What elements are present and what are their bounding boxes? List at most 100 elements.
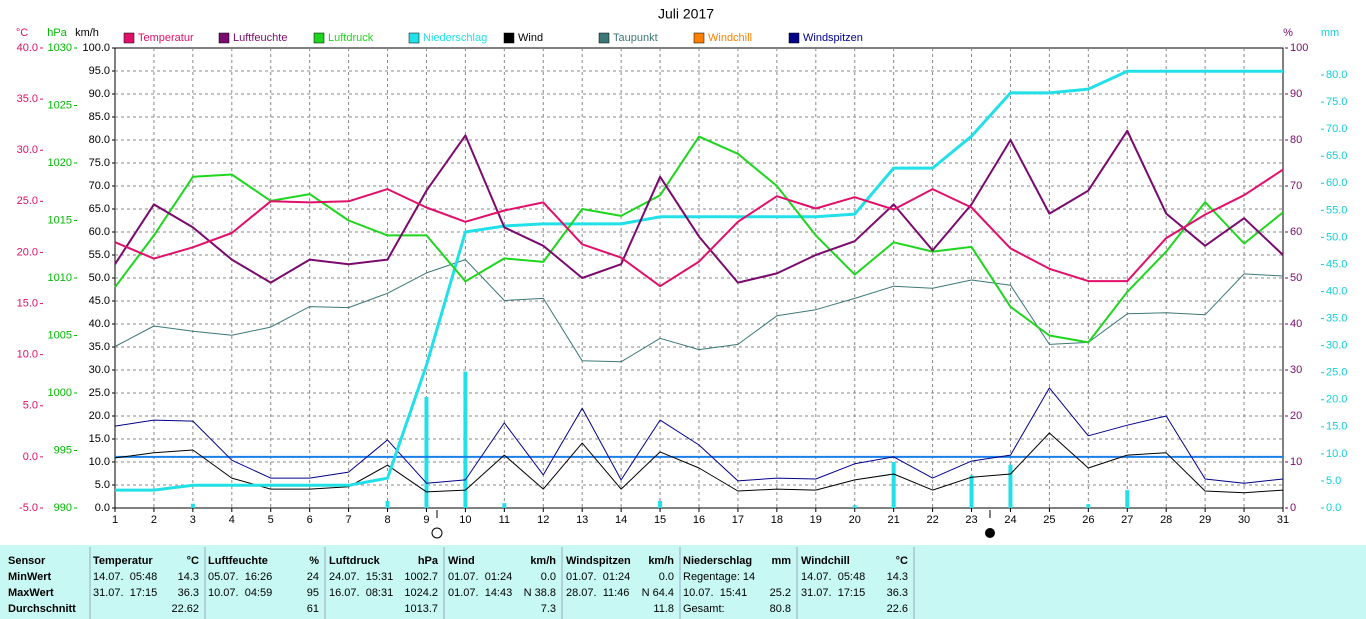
table-cell: mm — [771, 555, 791, 567]
axis-unit: % — [1283, 27, 1293, 39]
x-tick-label: 22 — [926, 514, 938, 526]
table-cell: 24 — [307, 571, 319, 583]
table-cell: 7.3 — [541, 603, 556, 615]
y-tick-label: 40.0 — [1326, 285, 1347, 297]
x-tick-label: 17 — [732, 514, 744, 526]
series-line — [114, 432, 1284, 494]
y-tick-label: 30 — [1290, 364, 1302, 376]
y-tick-label: 85.0 — [89, 111, 110, 123]
table-cell: 22.6 — [887, 603, 908, 615]
table-cell: 80.8 — [770, 603, 791, 615]
legend-label: Windchill — [708, 32, 752, 44]
legend-swatch — [693, 32, 705, 44]
series-line — [114, 135, 1284, 344]
legend-swatch — [218, 32, 230, 44]
y-tick-label: 1000 — [48, 387, 72, 399]
table-cell: Wind — [448, 555, 475, 567]
y-tick-label: 1010 — [48, 272, 72, 284]
table-cell: km/h — [648, 555, 674, 567]
table-cell: 01.07. 01:24 — [566, 571, 630, 583]
table-cell: km/h — [530, 555, 556, 567]
axis-unit: km/h — [75, 27, 99, 39]
table-background — [0, 545, 1366, 619]
table-cell: 05.07. 16:26 — [208, 571, 272, 583]
x-tick-label: 21 — [888, 514, 900, 526]
legend-swatch — [408, 32, 420, 44]
table-cell: 01.07. 14:43 — [448, 587, 512, 599]
y-tick-label: 1005 — [48, 329, 72, 341]
y-tick-label: 70.0 — [1326, 123, 1347, 135]
x-tick-label: 7 — [346, 514, 352, 526]
table-cell: 24.07. 15:31 — [329, 571, 393, 583]
table-cell: Windchill — [801, 555, 850, 567]
full-moon-icon — [431, 527, 443, 539]
precip-bar — [190, 503, 195, 508]
table-cell: N 38.8 — [524, 587, 556, 599]
x-tick-label: 16 — [693, 514, 705, 526]
series-line — [115, 69, 1283, 492]
table-cell: 14.07. 05:48 — [801, 571, 865, 583]
precip-bar — [1086, 504, 1091, 508]
x-tick-label: 25 — [1043, 514, 1055, 526]
legend-swatch — [598, 32, 610, 44]
table-cell: 14.07. 05:48 — [93, 571, 157, 583]
table-cell: MinWert — [8, 571, 52, 583]
y-tick-label: 40 — [1290, 318, 1302, 330]
table-cell: 61 — [307, 603, 319, 615]
table-cell: Niederschlag — [683, 555, 752, 567]
x-tick-label: 23 — [965, 514, 977, 526]
x-tick-label: 30 — [1238, 514, 1250, 526]
x-tick-label: 4 — [229, 514, 235, 526]
axis-unit: mm — [1321, 27, 1339, 39]
y-tick-label: 50.0 — [1326, 231, 1347, 243]
table-cell: 36.3 — [887, 587, 908, 599]
table-cell: 31.07. 17:15 — [801, 587, 865, 599]
y-tick-label: 1030 — [48, 42, 72, 54]
x-tick-label: 9 — [423, 514, 429, 526]
legend-swatch — [313, 32, 325, 44]
y-tick-label: 30.0 — [89, 364, 110, 376]
legend-swatch — [503, 32, 515, 44]
x-tick-label: 19 — [810, 514, 822, 526]
table-cell: 28.07. 11:46 — [566, 587, 629, 599]
y-tick-label: 40.0 — [89, 318, 110, 330]
x-tick-label: 15 — [654, 514, 666, 526]
axis-unit: hPa — [47, 27, 67, 39]
legend-label: Luftdruck — [328, 32, 374, 44]
y-tick-label: 60 — [1290, 226, 1302, 238]
table-cell: Luftdruck — [329, 555, 381, 567]
table-cell: N 64.4 — [642, 587, 674, 599]
y-tick-label: 0.0 — [23, 451, 38, 463]
x-tick-label: 26 — [1082, 514, 1094, 526]
legend-swatch — [123, 32, 135, 44]
table-cell: Regentage: 14 — [683, 571, 755, 583]
y-tick-label: 5.0 — [23, 400, 38, 412]
table-cell: 0.0 — [659, 571, 674, 583]
series-line — [114, 168, 1284, 288]
y-tick-label: 5.0 — [1326, 475, 1341, 487]
x-tick-label: 13 — [576, 514, 588, 526]
table-cell: Luftfeuchte — [208, 555, 268, 567]
x-tick-label: 3 — [190, 514, 196, 526]
table-cell: hPa — [418, 555, 439, 567]
x-tick-label: 31 — [1277, 514, 1289, 526]
y-tick-label: 10 — [1290, 456, 1302, 468]
precip-bar — [502, 503, 507, 508]
y-tick-label: 35.0 — [1326, 312, 1347, 324]
y-tick-label: -5.0 — [19, 502, 38, 514]
table-cell: Sensor — [8, 555, 46, 567]
x-tick-label: 2 — [151, 514, 157, 526]
y-tick-label: 45.0 — [89, 295, 110, 307]
series-line — [114, 129, 1284, 284]
legend-label: Windspitzen — [803, 32, 863, 44]
table-cell: 01.07. 01:24 — [448, 571, 512, 583]
y-tick-label: 35.0 — [89, 341, 110, 353]
table-cell: 0.0 — [541, 571, 556, 583]
table-cell: °C — [187, 555, 199, 567]
table-cell: Windspitzen — [566, 555, 631, 567]
y-tick-label: 100 — [1290, 42, 1308, 54]
table-cell: % — [309, 555, 319, 567]
y-tick-label: 80.0 — [1326, 69, 1347, 81]
table-cell: 10.07. 15:41 — [683, 587, 747, 599]
new-moon-icon — [985, 528, 995, 538]
